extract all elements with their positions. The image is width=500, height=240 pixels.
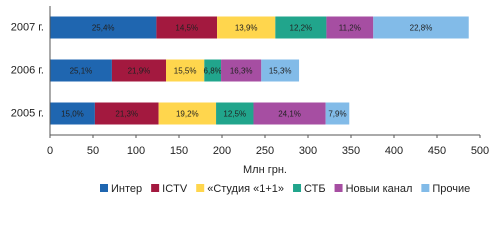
segment-label: 16,3% <box>230 67 253 76</box>
bar-segment <box>326 16 374 39</box>
x-tick-label: 400 <box>385 145 403 157</box>
legend-label: Прочие <box>432 183 470 195</box>
bar-segment <box>111 59 167 82</box>
y-tick-label: 2007 г. <box>11 21 44 33</box>
x-tick-label: 150 <box>170 145 188 157</box>
legend-label: Новыи канал <box>346 183 413 195</box>
segment-label: 12,2% <box>290 24 313 33</box>
bar-segment <box>221 59 262 82</box>
bar-segment <box>253 102 326 125</box>
bar-segment <box>325 102 350 125</box>
x-tick-label: 50 <box>87 145 99 157</box>
segment-label: 21,9% <box>128 67 151 76</box>
x-tick-label: 250 <box>256 145 274 157</box>
x-tick-label: 0 <box>47 145 53 157</box>
bar-segment <box>50 16 157 39</box>
legend-label: «Студия «1+1» <box>207 183 284 195</box>
segment-label: 15,5% <box>174 67 197 76</box>
segment-label: 21,3% <box>115 110 138 119</box>
bar-segment <box>261 59 300 82</box>
legend-swatch <box>196 184 205 192</box>
legend-label: Интер <box>111 183 142 195</box>
bar-segment <box>156 16 218 39</box>
legend-swatch <box>293 184 302 192</box>
x-tick-label: 500 <box>471 145 489 157</box>
y-tick-label: 2006 г. <box>11 64 44 76</box>
segment-label: 22,8% <box>410 24 433 33</box>
segment-label: 6,8% <box>204 67 222 76</box>
legend-label: ICTV <box>162 183 188 195</box>
segment-label: 19,2% <box>176 110 199 119</box>
bar-segment <box>158 102 217 125</box>
legend-swatch <box>421 184 430 192</box>
y-tick-label: 2005 г. <box>11 107 44 119</box>
bar-segment <box>50 102 95 125</box>
x-tick-label: 100 <box>127 145 145 157</box>
legend-label: СТБ <box>304 183 326 195</box>
segment-label: 7,9% <box>328 110 346 119</box>
legend-swatch <box>151 184 160 192</box>
segment-label: 15,3% <box>269 67 292 76</box>
segment-label: 15,0% <box>61 110 84 119</box>
segment-label: 25,1% <box>70 67 93 76</box>
segment-label: 24,1% <box>278 110 301 119</box>
chart: Млн грн. 2007 г. 25,4% 14,5% 13,9% 12,2% 11,2… <box>11 6 489 195</box>
bar-segment <box>373 16 469 39</box>
bar-segment <box>166 59 205 82</box>
bar-segment <box>217 16 276 39</box>
legend-swatch <box>334 184 343 192</box>
segment-label: 13,9% <box>235 24 258 33</box>
segment-label: 25,4% <box>92 24 115 33</box>
x-tick-label: 450 <box>428 145 446 157</box>
x-tick-label: 350 <box>342 145 360 157</box>
bar-segment <box>216 102 254 125</box>
segment-label: 12,5% <box>223 110 246 119</box>
bar-segment <box>204 59 222 82</box>
x-tick-label: 300 <box>299 145 317 157</box>
segment-label: 11,2% <box>339 24 361 33</box>
bar-segment <box>94 102 159 125</box>
x-axis-label: Млн грн. <box>243 164 287 176</box>
bar-segment <box>275 16 327 39</box>
bar-segment <box>50 59 112 82</box>
x-tick-label: 200 <box>213 145 231 157</box>
segment-label: 14,5% <box>175 24 198 33</box>
legend-swatch <box>100 184 108 192</box>
